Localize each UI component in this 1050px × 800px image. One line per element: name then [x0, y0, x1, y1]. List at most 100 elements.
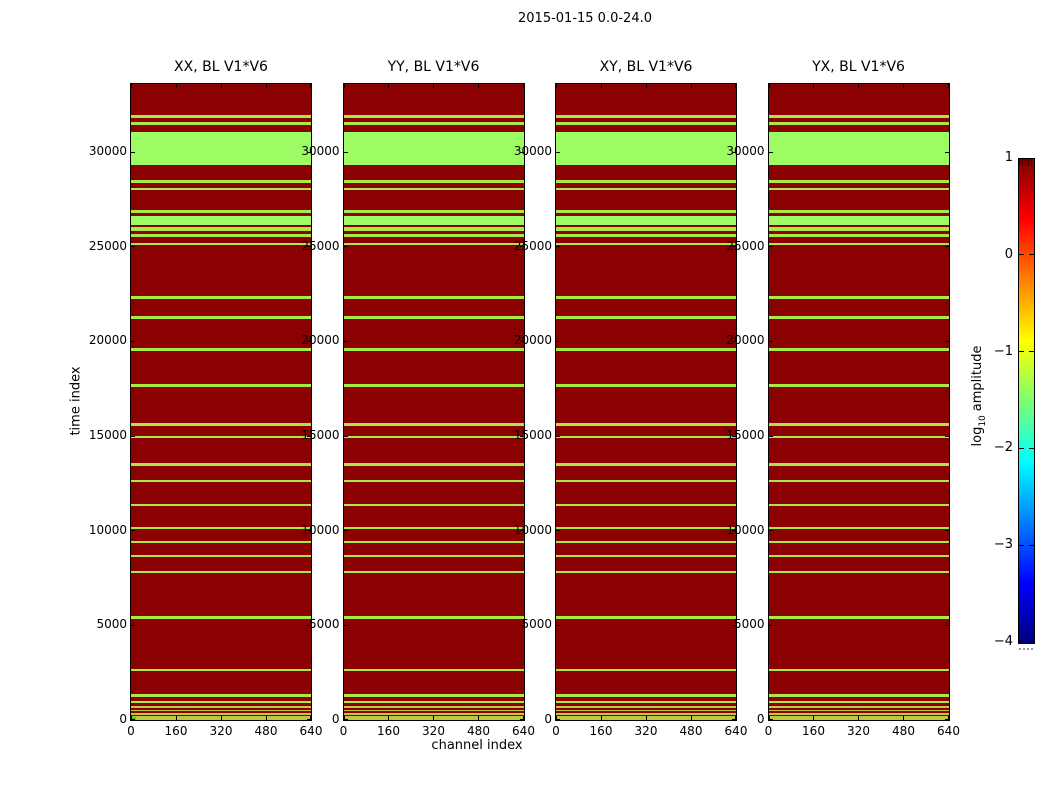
x-tick-label: 160: [377, 724, 400, 738]
colorbar-top-hatch: [1019, 159, 1034, 166]
flagged-stripe: [131, 131, 311, 165]
y-tick-label: 20000: [513, 333, 552, 348]
flagged-stripe: [556, 554, 736, 558]
y-tick-mark: [944, 624, 949, 626]
flagged-stripe: [556, 316, 736, 320]
flagged-stripe: [768, 188, 949, 191]
colorbar-tick-mark: [1019, 158, 1024, 159]
y-tick-label: 30000: [726, 144, 765, 159]
y-tick-mark: [343, 624, 348, 626]
y-tick-label: 20000: [301, 333, 340, 348]
flagged-stripe: [131, 296, 311, 299]
x-tick-mark: [131, 84, 132, 88]
flagged-stripe: [768, 479, 949, 483]
flagged-stripe: [343, 216, 524, 225]
flagged-stripe: [343, 554, 524, 558]
flagged-stripe: [343, 526, 524, 530]
flagged-stripe: [768, 503, 949, 507]
colorbar-tick-mark: [1019, 447, 1024, 449]
y-tick-mark: [307, 719, 311, 720]
flagged-stripe: [131, 226, 311, 231]
x-tick-label: 480: [679, 724, 703, 738]
flagged-stripe: [768, 348, 949, 351]
x-tick-mark: [768, 84, 770, 88]
flagged-stripe: [343, 503, 524, 507]
x-tick-mark: [220, 716, 222, 720]
y-tick-mark: [732, 151, 736, 153]
flagged-stripe: [131, 616, 311, 619]
flagged-stripe: [343, 180, 524, 183]
colorbar-tick-label: −4: [993, 634, 1013, 649]
colorbar-tick-mark: [1029, 158, 1034, 159]
y-tick-label: 25000: [513, 238, 552, 253]
x-tick-mark: [310, 84, 311, 88]
flagged-stripe: [343, 693, 524, 697]
y-tick-label: 10000: [513, 522, 552, 537]
y-tick-mark: [519, 340, 524, 342]
flagged-stripe: [131, 316, 311, 320]
flagged-stripe: [556, 234, 736, 237]
y-tick-mark: [732, 435, 736, 437]
y-tick-mark: [556, 530, 560, 532]
flagged-stripe: [768, 296, 949, 299]
flagged-stripe: [556, 463, 736, 466]
y-tick-mark: [307, 624, 311, 626]
flagged-stripe: [556, 115, 736, 119]
flagged-stripe: [556, 180, 736, 183]
y-tick-mark: [519, 151, 524, 153]
panel-title: YY, BL V1*V6: [387, 59, 480, 75]
flagged-stripe: [768, 435, 949, 439]
flagged-stripe: [768, 180, 949, 183]
y-tick-mark: [732, 340, 736, 342]
flagged-stripe: [768, 226, 949, 231]
flagged-stripe: [131, 115, 311, 119]
x-tick-mark: [220, 84, 222, 88]
x-tick-label: 0: [127, 724, 135, 738]
flagged-stripe: [131, 384, 311, 387]
panel-title: XX, BL V1*V6: [174, 59, 268, 75]
flagged-stripe: [131, 693, 311, 697]
y-tick-mark: [944, 340, 949, 342]
flagged-stripe: [343, 188, 524, 191]
flagged-stripe: [131, 180, 311, 183]
flagged-stripe: [343, 210, 524, 213]
colorbar: [1018, 158, 1035, 644]
flagged-stripe: [768, 693, 949, 697]
y-tick-mark: [131, 624, 135, 626]
flagged-stripe: [131, 554, 311, 558]
x-tick-label: 320: [422, 724, 445, 738]
y-tick-mark: [556, 151, 560, 153]
flagged-stripe: [556, 242, 736, 246]
heatmap-panel: XX, BL V1*V6: [130, 59, 312, 721]
x-tick-label: 480: [254, 724, 278, 738]
y-tick-label: 15000: [513, 428, 552, 443]
colorbar-label-subscript: 10: [977, 415, 988, 427]
x-tick-label: 160: [802, 724, 825, 738]
y-tick-mark: [307, 340, 311, 342]
y-tick-mark: [556, 719, 560, 720]
colorbar-tick-label: 1: [1004, 150, 1013, 165]
corner-marker: [131, 716, 137, 720]
y-tick-mark: [768, 151, 773, 153]
flagged-stripe: [343, 226, 524, 231]
x-tick-mark: [556, 716, 557, 720]
flagged-stripe: [768, 423, 949, 426]
y-tick-mark: [732, 246, 736, 248]
x-tick-mark: [433, 84, 434, 88]
flagged-stripe: [343, 570, 524, 574]
flagged-stripe: [131, 705, 311, 709]
x-tick-mark: [903, 716, 904, 720]
colorbar-bottom-dots: [1019, 648, 1033, 650]
flagged-stripe: [556, 616, 736, 619]
y-tick-mark: [944, 719, 949, 720]
flagged-stripe: [131, 700, 311, 704]
x-tick-label: 320: [209, 724, 233, 738]
colorbar-tick-label: 0: [1004, 246, 1013, 262]
colorbar-tick-mark: [1019, 351, 1024, 353]
x-tick-label: 480: [467, 724, 490, 738]
x-tick-mark: [433, 716, 434, 720]
x-tick-mark: [645, 84, 647, 88]
flagged-stripe: [343, 348, 524, 351]
figure-title: 2015-01-15 0.0-24.0: [518, 11, 652, 26]
colorbar-tick-label: −2: [993, 440, 1013, 456]
